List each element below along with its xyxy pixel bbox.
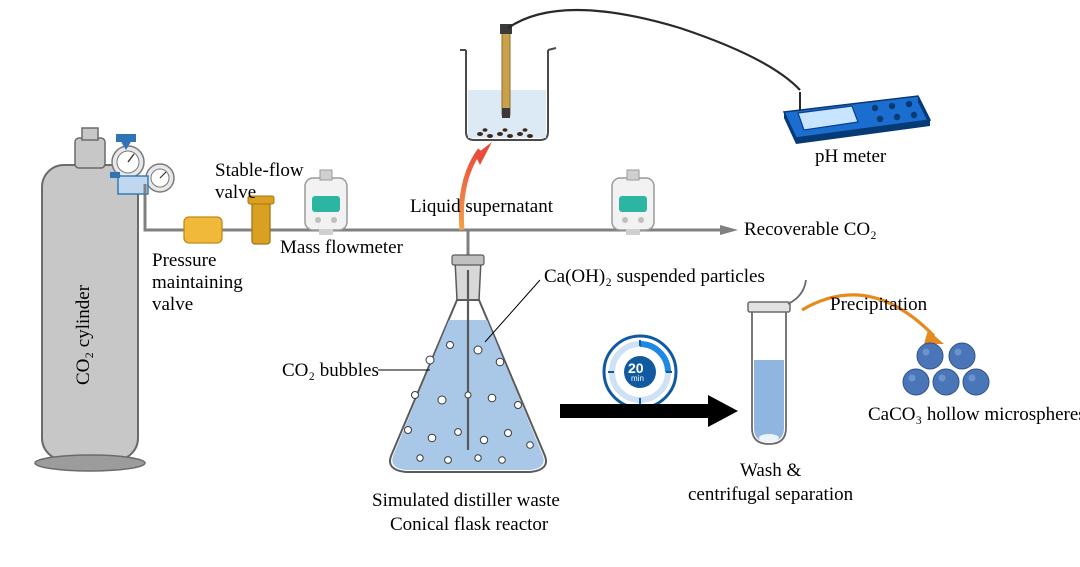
stable-flow-label-2: valve [215,182,256,204]
microspheres [903,343,989,395]
cylinder-label: CO₂ cylinder [73,285,95,385]
timer-unit: min [631,374,644,383]
regulator-gauges [110,134,174,194]
precipitation-label: Precipitation [830,294,927,316]
pressure-valve-label-1: Pressure [152,250,216,272]
recoverable-co2-label: Recoverable CO₂ [744,219,877,241]
ph-meter-label: pH meter [815,146,886,168]
liquid-supernatant-label: Liquid supernatant [410,196,553,218]
stable-flow-label-1: Stable-flow [215,160,304,182]
caco3-label: CaCO₃ hollow microspheres [868,404,1080,426]
pressure-valve-label-3: valve [152,294,193,316]
wash-label-2: centrifugal separation [688,484,853,506]
co2-bubbles-label: CO₂ bubbles [282,360,379,382]
ph-meter [784,92,930,144]
conical-flask [378,255,546,472]
caoh2-label: Ca(OH)₂ suspended particles [544,266,765,288]
mass-flowmeter-label: Mass flowmeter [280,237,403,259]
pressure-valve-label-2: maintaining [152,272,243,294]
centrifuge-tube [748,280,806,444]
flask-label-1: Simulated distiller waste [372,490,560,512]
beaker [460,24,556,140]
mass-flowmeter-2 [612,170,654,235]
wash-label-1: Wash & [740,460,801,482]
flask-label-2: Conical flask reactor [390,514,548,536]
mass-flowmeter-1 [305,170,347,235]
pressure-valve [184,217,222,243]
